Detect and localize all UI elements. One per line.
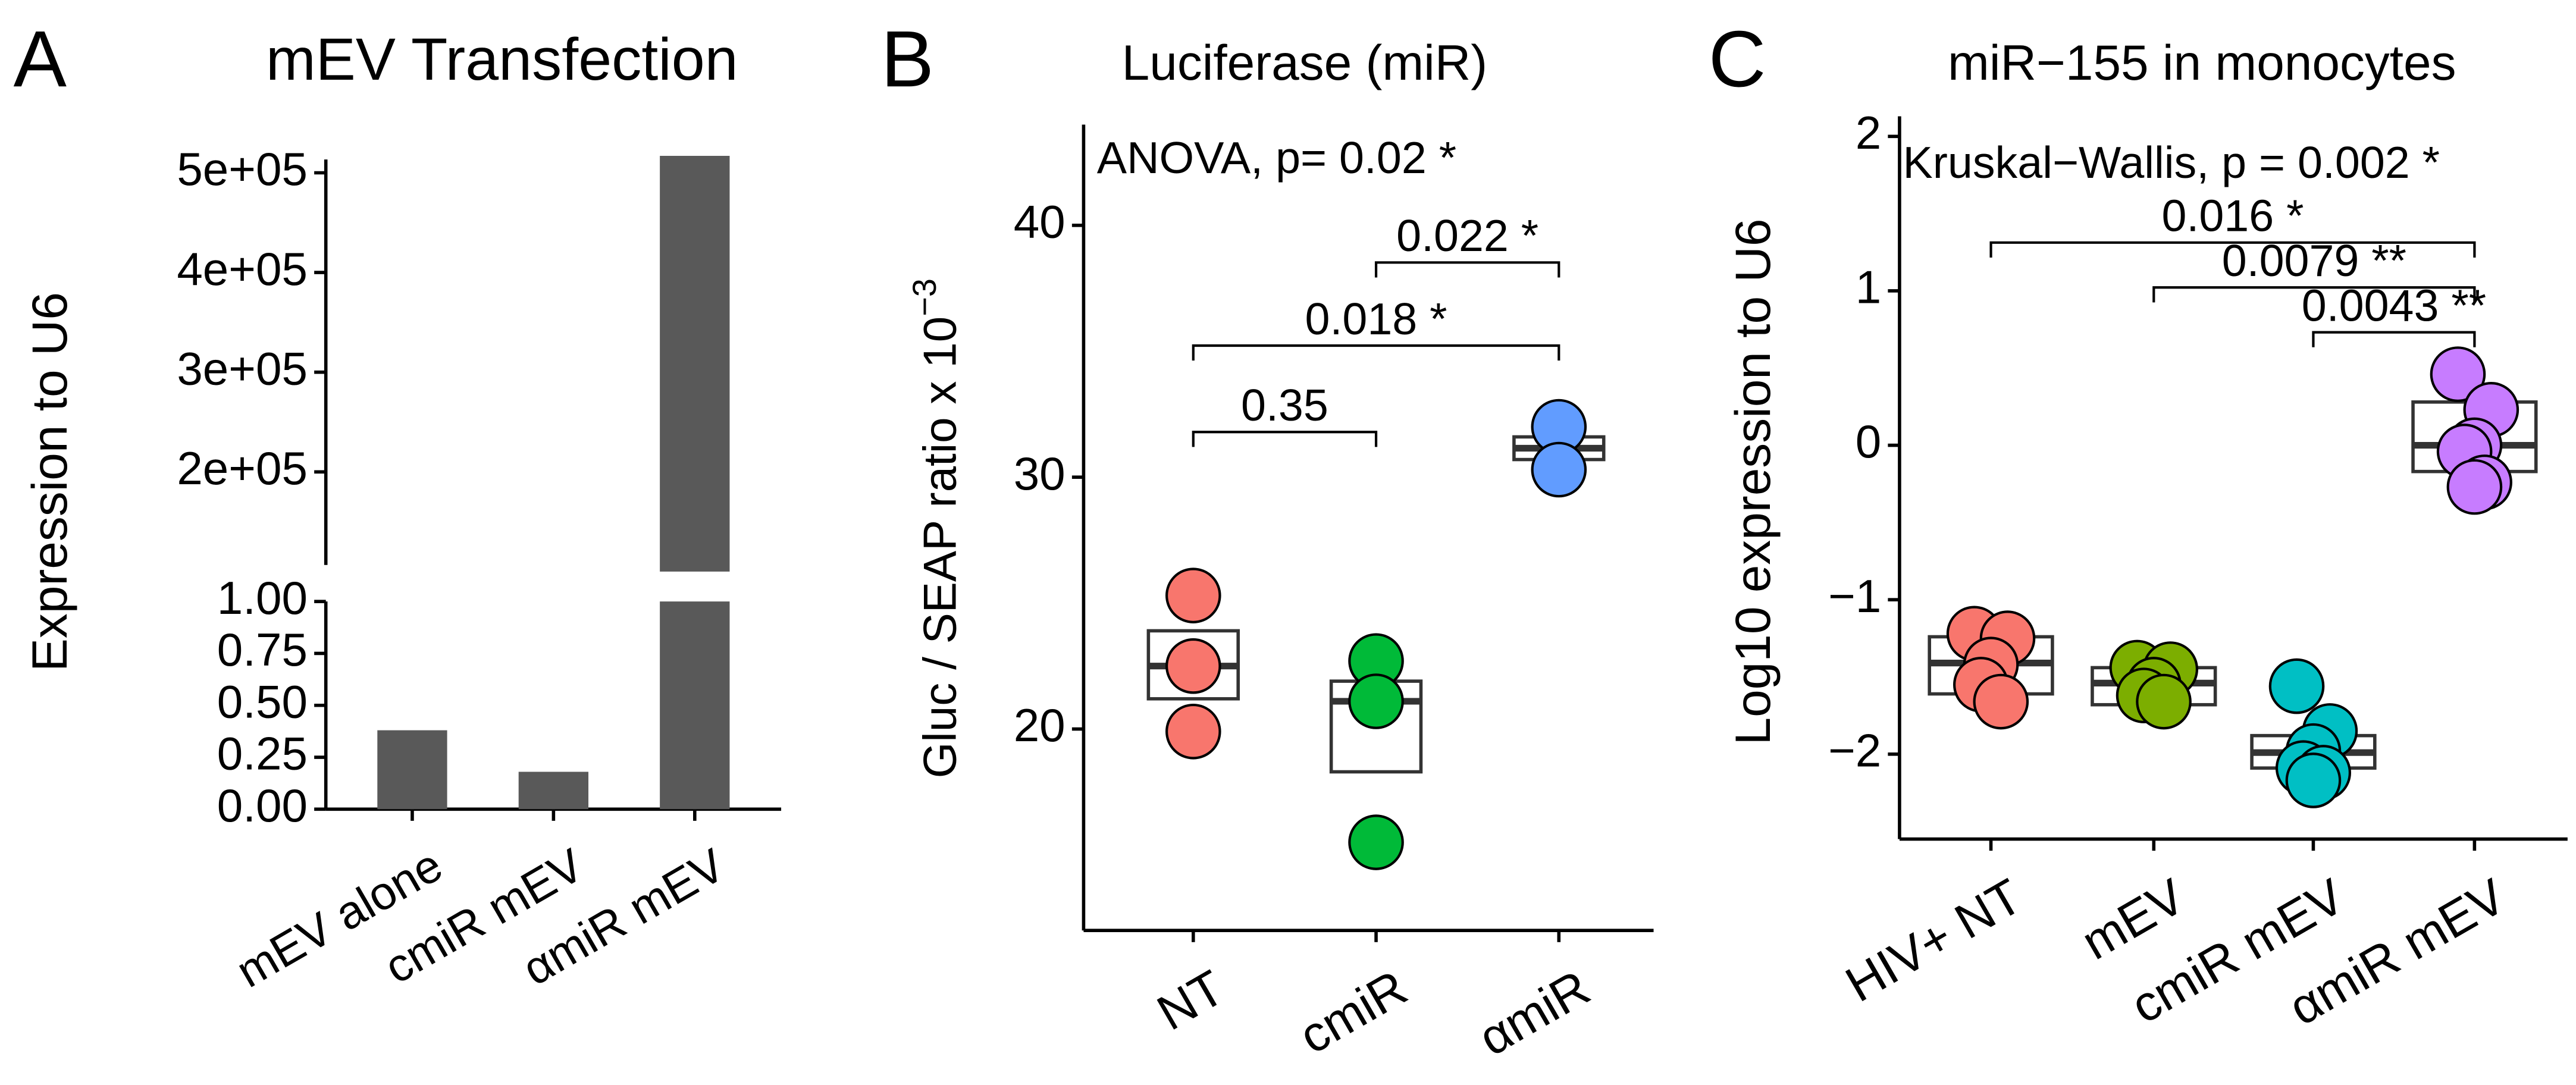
bracket-label: 0.022 * <box>1396 211 1538 261</box>
bracket-label: 0.0079 ** <box>2222 236 2406 286</box>
panel-letter: B <box>881 15 934 104</box>
bar <box>518 772 589 810</box>
y-tick-label: 5e+05 <box>177 143 308 195</box>
x-tick-label: HIV+ NT <box>1837 868 2031 1012</box>
y-tick-label: 0 <box>1856 415 1882 468</box>
y-axis-label: Gluc / SEAP ratio x 10−3 <box>905 278 966 778</box>
significance-bracket <box>1989 241 2476 258</box>
x-tick-label: αmiR <box>1469 959 1599 1067</box>
y-tick-label: 2e+05 <box>177 442 308 494</box>
y-tick-label: 40 <box>1014 195 1066 247</box>
y-tick-label: 1.00 <box>217 572 308 624</box>
bar <box>660 601 730 810</box>
significance-bracket <box>1374 261 1560 278</box>
chart-title: Luciferase (miR) <box>1122 35 1488 90</box>
y-tick-label: 0.75 <box>217 623 308 676</box>
data-point <box>1165 567 1221 623</box>
y-tick-label: −2 <box>1828 724 1881 776</box>
data-point <box>1531 441 1587 498</box>
data-point <box>2446 459 2503 515</box>
data-point <box>1165 638 1221 694</box>
data-point <box>2268 658 2325 714</box>
bracket-label: 0.018 * <box>1305 294 1447 344</box>
chart-title: miR−155 in monocytes <box>1948 35 2456 90</box>
y-tick-label: 4e+05 <box>177 243 308 295</box>
bar-upper <box>660 156 730 572</box>
data-point <box>2285 752 2342 808</box>
bracket-label: 0.0043 ** <box>2302 280 2486 330</box>
y-axis-label: Log10 expression to U6 <box>1725 219 1781 745</box>
data-point <box>1348 673 1404 729</box>
y-tick-label: 1 <box>1856 261 1882 313</box>
y-tick-label: 0.00 <box>217 779 308 832</box>
y-tick-label: 0.25 <box>217 727 308 780</box>
significance-bracket <box>2152 286 2476 303</box>
annotation: Kruskal−Wallis, p = 0.002 * <box>1903 137 2440 187</box>
significance-bracket <box>2312 331 2476 347</box>
bar <box>377 730 447 810</box>
data-point <box>1165 703 1221 760</box>
y-tick-label: 0.50 <box>217 675 308 727</box>
x-tick-label: cmiR <box>1290 959 1416 1065</box>
y-axis-label: Expression to U6 <box>21 292 77 672</box>
data-point <box>1973 673 2029 730</box>
y-tick-label: −1 <box>1828 570 1881 622</box>
data-point <box>2136 673 2192 730</box>
bracket-label: 0.016 * <box>2161 191 2304 241</box>
significance-bracket <box>1192 431 1378 447</box>
panel-letter: A <box>14 15 67 104</box>
x-tick-label: NT <box>1148 959 1233 1041</box>
y-tick-label: 3e+05 <box>177 342 308 394</box>
y-axis-label-exponent: −3 <box>905 278 943 316</box>
bracket-label: 0.35 <box>1241 380 1328 430</box>
y-tick-label: 2 <box>1856 106 1882 159</box>
y-axis-label-text: Gluc / SEAP ratio x 10 <box>913 316 966 779</box>
significance-bracket <box>1192 344 1560 361</box>
panel-letter: C <box>1709 15 1766 104</box>
chart-title: mEV Transfection <box>266 26 738 93</box>
data-point <box>2430 346 2486 402</box>
data-point <box>1348 814 1404 870</box>
annotation: ANOVA, p= 0.02 * <box>1097 133 1456 183</box>
y-tick-label: 30 <box>1014 447 1066 500</box>
y-tick-label: 20 <box>1014 699 1066 751</box>
